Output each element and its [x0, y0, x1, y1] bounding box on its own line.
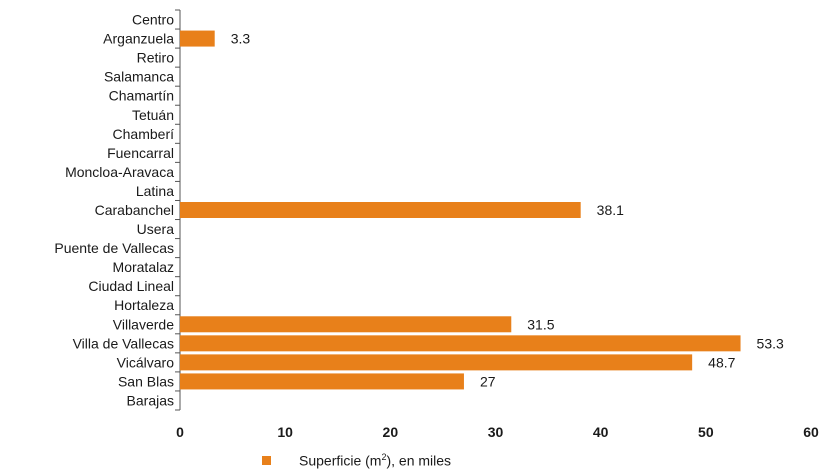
bar	[180, 373, 464, 390]
bar-chart: Centro Arganzuela 3.3 Retiro Salamanca Chamar…	[54, 9, 819, 440]
category-label: Puente de Vallecas	[54, 240, 174, 256]
category-label: Centro	[132, 12, 174, 28]
data-label: 3.3	[231, 31, 251, 47]
category-label: Arganzuela	[103, 31, 174, 47]
x-tick-label: 10	[277, 424, 293, 440]
data-label: 53.3	[757, 335, 784, 351]
legend-swatch	[262, 455, 271, 465]
category-label: Carabanchel	[95, 202, 174, 218]
x-tick-label: 60	[803, 424, 819, 440]
legend: Superficie (m2), en miles	[262, 452, 451, 469]
category-label: Villaverde	[113, 316, 174, 332]
category-label: Retiro	[137, 50, 175, 66]
data-label: 38.1	[597, 202, 624, 218]
category-label: Moratalaz	[113, 259, 174, 275]
category-label: Fuencarral	[107, 145, 174, 161]
x-tick-label: 50	[698, 424, 714, 440]
category-label: Ciudad Lineal	[88, 278, 174, 294]
data-label: 31.5	[527, 316, 554, 332]
x-tick-label: 40	[593, 424, 609, 440]
legend-label: Superficie (m2), en miles	[299, 452, 452, 469]
bar	[180, 30, 215, 47]
x-tick-label: 0	[176, 424, 184, 440]
category-label: Villa de Vallecas	[73, 335, 174, 351]
category-label: Barajas	[127, 392, 174, 408]
category-label: Chamberí	[113, 126, 175, 142]
data-label: 48.7	[708, 354, 735, 370]
data-label: 27	[480, 373, 496, 389]
category-label: San Blas	[118, 373, 174, 389]
category-label: Usera	[137, 221, 175, 237]
category-label: Tetuán	[132, 107, 174, 123]
category-label: Moncloa-Aravaca	[65, 164, 174, 180]
bar	[180, 335, 741, 352]
bar	[180, 202, 581, 218]
category-label: Latina	[136, 183, 174, 199]
category-label: Chamartín	[109, 88, 174, 104]
bar	[180, 354, 693, 371]
category-label: Hortaleza	[114, 297, 174, 313]
x-tick-label: 20	[383, 424, 399, 440]
category-label: Salamanca	[104, 69, 174, 85]
bar	[180, 316, 512, 333]
x-tick-label: 30	[488, 424, 504, 440]
category-label: Vicálvaro	[117, 354, 175, 370]
